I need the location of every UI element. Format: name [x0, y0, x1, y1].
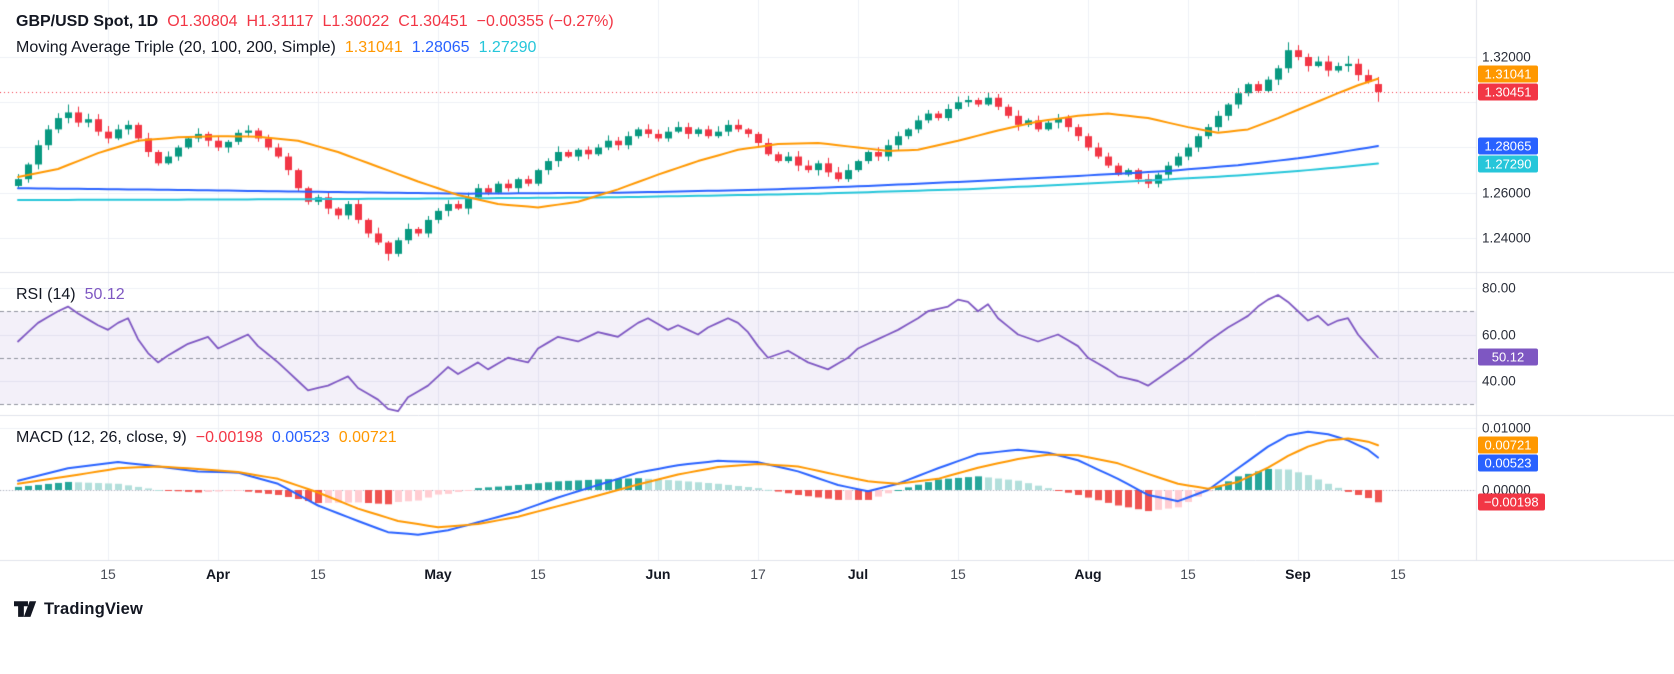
rsi-axis-badge: 50.12 — [1478, 348, 1538, 366]
rsi-value: 50.12 — [84, 286, 125, 303]
ohlc-high: H1.31117 — [246, 13, 314, 30]
macd-legend[interactable]: MACD (12, 26, close, 9) −0.00198 0.00523… — [16, 429, 397, 447]
price-axis-label: 1.26000 — [1482, 185, 1531, 201]
ohlc-low: L1.30022 — [322, 13, 390, 30]
ohlc-open: O1.30804 — [167, 13, 238, 30]
price-axis-label: 1.24000 — [1482, 230, 1531, 246]
time-scale-axis[interactable]: 15 Apr 15 May 15 Jun 17 Jul 15 Aug 15 Sep 15 — [0, 561, 1476, 591]
time-axis-label: 15 — [1180, 566, 1196, 582]
macd-line-value: 0.00523 — [271, 429, 330, 446]
ma-triple-title[interactable]: Moving Average Triple (20, 100, 200, Sim… — [16, 39, 336, 56]
ma200-value: 1.27290 — [478, 39, 537, 56]
time-axis-label: 15 — [530, 566, 546, 582]
price-axis-badge: 1.28065 — [1478, 137, 1538, 155]
time-axis-label: Aug — [1074, 566, 1102, 582]
time-axis-label: 15 — [100, 566, 116, 582]
time-axis-label: 15 — [1390, 566, 1406, 582]
macd-axis-badge: 0.00721 — [1478, 436, 1538, 454]
rsi-axis-label: 60.00 — [1482, 327, 1516, 342]
ma100-value: 1.28065 — [411, 39, 470, 56]
price-scale-axis[interactable]: 1.32000 1.26000 1.24000 80.00 60.00 40.00 0.01… — [1477, 0, 1674, 560]
time-axis-label: Jul — [847, 566, 869, 582]
price-axis-label: 1.32000 — [1482, 49, 1531, 65]
time-axis-label: 15 — [310, 566, 326, 582]
rsi-axis-label: 80.00 — [1482, 280, 1516, 296]
price-axis-badge: 1.30451 — [1478, 83, 1538, 101]
time-axis-label: Apr — [205, 566, 231, 582]
macd-axis-label: 0.00000 — [1482, 482, 1531, 498]
macd-signal-value: 0.00721 — [338, 429, 397, 446]
time-axis-label: 17 — [750, 566, 766, 582]
macd-axis-badge: 0.00523 — [1478, 454, 1538, 472]
time-axis-label: May — [424, 566, 452, 582]
macd-axis-badge: −0.00198 — [1478, 493, 1545, 511]
time-axis-label: 15 — [950, 566, 966, 582]
macd-axis-label: 0.01000 — [1482, 420, 1531, 436]
time-axis-label: Jun — [645, 566, 671, 582]
tradingview-logo-text: TradingView — [44, 600, 144, 618]
macd-hist-value: −0.00198 — [195, 429, 263, 446]
tradingview-attribution[interactable]: TradingView — [14, 600, 143, 619]
rsi-legend[interactable]: RSI (14) 50.12 — [16, 286, 125, 304]
main-series-legend[interactable]: GBP/USD Spot, 1D O1.30804 H1.31117 L1.30… — [16, 13, 614, 31]
ohlc-close: C1.30451 — [398, 13, 468, 30]
rsi-title[interactable]: RSI (14) — [16, 286, 76, 303]
ma20-value: 1.31041 — [344, 39, 403, 56]
tradingview-logo-icon — [14, 600, 37, 619]
price-change: −0.00355 (−0.27%) — [476, 13, 614, 30]
price-axis-badge: 1.27290 — [1478, 155, 1538, 173]
macd-title[interactable]: MACD (12, 26, close, 9) — [16, 429, 187, 446]
symbol-title[interactable]: GBP/USD Spot, 1D — [16, 13, 159, 30]
ma-triple-legend[interactable]: Moving Average Triple (20, 100, 200, Sim… — [16, 39, 536, 57]
price-axis-badge: 1.31041 — [1478, 65, 1538, 83]
rsi-axis-label: 40.00 — [1482, 373, 1516, 389]
time-axis-label: Sep — [1285, 566, 1311, 582]
